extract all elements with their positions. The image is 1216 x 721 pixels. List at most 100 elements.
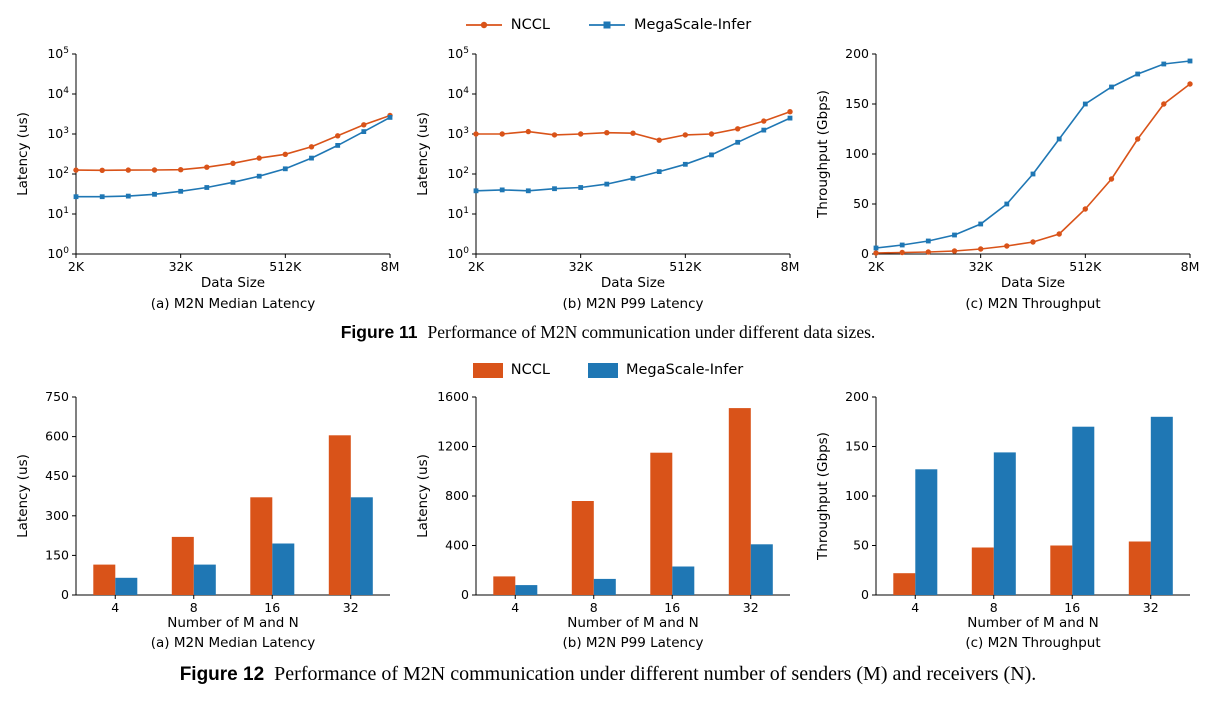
svg-text:750: 750 (45, 389, 69, 404)
svg-text:4: 4 (511, 600, 519, 615)
svg-text:Latency (us): Latency (us) (415, 112, 431, 196)
svg-text:150: 150 (845, 96, 869, 111)
nccl-line-circle-marker-icon (465, 21, 502, 29)
svg-text:50: 50 (853, 538, 869, 553)
svg-text:32K: 32K (969, 259, 994, 274)
svg-text:1200: 1200 (437, 439, 469, 454)
svg-text:8: 8 (190, 600, 198, 615)
legend-item-megascale: MegaScale-Infer (588, 17, 751, 33)
svg-text:450: 450 (45, 468, 69, 483)
chart-f11-p99-latency-plot: 100 101 102 103 104 105 2K 32K 512K 8M Data Size La… (412, 42, 804, 298)
svg-text:8: 8 (590, 600, 598, 615)
svg-text:101: 101 (47, 206, 69, 221)
figure-12: NCCL MegaScale-Infer 0 150 300 450 600 750 4 8 1… (8, 357, 1208, 686)
chart-f11-median-latency: 100 101 102 103 104 105 2K 32K 512K 8M Data Size La… (8, 42, 408, 312)
figure-11-caption: Figure 11 Performance of M2N communicatio… (8, 322, 1208, 343)
svg-text:100: 100 (845, 146, 869, 161)
svg-text:600: 600 (45, 429, 69, 444)
legend-item-nccl-bars: NCCL (472, 362, 550, 378)
svg-text:105: 105 (47, 46, 69, 61)
svg-text:200: 200 (845, 46, 869, 61)
subcaption-f11a: (a) M2N Median Latency (150, 296, 316, 312)
chart-f12-median-latency-plot: 0 150 300 450 600 750 4 8 16 32 Number of M and N L… (12, 387, 404, 637)
svg-text:32: 32 (743, 600, 759, 615)
chart-f11-median-latency-plot: 100 101 102 103 104 105 2K 32K 512K 8M Data Size La… (12, 42, 404, 298)
svg-text:0: 0 (861, 587, 869, 602)
svg-text:2K: 2K (868, 259, 885, 274)
svg-text:2K: 2K (68, 259, 85, 274)
figure-11-caption-text: Performance of M2N communication under d… (427, 322, 876, 342)
svg-text:Data Size: Data Size (201, 275, 265, 291)
svg-text:Latency (us): Latency (us) (15, 112, 31, 196)
svg-text:16: 16 (264, 600, 280, 615)
svg-text:Throughput (Gbps): Throughput (Gbps) (815, 90, 831, 219)
svg-text:300: 300 (45, 508, 69, 523)
svg-text:1600: 1600 (437, 389, 469, 404)
svg-text:104: 104 (47, 86, 69, 101)
megascale-line-square-marker-icon (588, 21, 625, 29)
chart-f11-throughput-plot: 0 50 100 150 200 2K 32K 512K 8M Data Size Throughp… (812, 42, 1204, 298)
svg-text:102: 102 (47, 166, 69, 181)
chart-f11-p99-latency: 100 101 102 103 104 105 2K 32K 512K 8M Data Size La… (408, 42, 808, 312)
svg-text:4: 4 (111, 600, 119, 615)
svg-text:512K: 512K (1069, 259, 1102, 274)
subcaption-f11c: (c) M2N Throughput (965, 296, 1101, 312)
page: NCCL MegaScale-Infer 100 101 102 103 104 105 2… (8, 12, 1208, 686)
legend-label-megascale: MegaScale-Infer (633, 17, 752, 33)
svg-text:105: 105 (447, 46, 469, 61)
svg-text:Number of M and N: Number of M and N (167, 615, 299, 631)
svg-text:8M: 8M (1181, 259, 1200, 274)
svg-text:Latency (us): Latency (us) (15, 454, 31, 538)
svg-text:800: 800 (445, 488, 469, 503)
svg-text:16: 16 (664, 600, 680, 615)
svg-text:512K: 512K (269, 259, 302, 274)
svg-text:16: 16 (1064, 600, 1080, 615)
svg-text:32K: 32K (569, 259, 594, 274)
subcaption-f12c: (c) M2N Throughput (965, 635, 1101, 651)
svg-text:4: 4 (911, 600, 919, 615)
svg-text:8M: 8M (381, 259, 400, 274)
chart-f12-median-latency: 0 150 300 450 600 750 4 8 16 32 Number of M and N L… (8, 387, 408, 651)
legend-label-megascale-bars: MegaScale-Infer (625, 362, 744, 378)
svg-text:Number of M and N: Number of M and N (567, 615, 699, 631)
svg-text:104: 104 (447, 86, 469, 101)
figure-11: NCCL MegaScale-Infer 100 101 102 103 104 105 2… (8, 12, 1208, 343)
chart-f12-p99-latency: 0 400 800 1200 1600 4 8 16 32 Number of M and N La… (408, 387, 808, 651)
svg-text:100: 100 (447, 246, 469, 261)
svg-text:150: 150 (845, 439, 869, 454)
svg-text:Data Size: Data Size (601, 275, 665, 291)
figure-11-label: Figure 11 (340, 322, 418, 342)
figure-12-label: Figure 12 (179, 664, 265, 685)
svg-text:Number of M and N: Number of M and N (967, 615, 1099, 631)
svg-text:102: 102 (447, 166, 469, 181)
subcaption-f11b: (b) M2N P99 Latency (562, 296, 704, 312)
figure-12-legend: NCCL MegaScale-Infer (8, 357, 1208, 383)
svg-text:150: 150 (45, 547, 69, 562)
svg-text:32: 32 (343, 600, 359, 615)
svg-text:100: 100 (47, 246, 69, 261)
svg-text:Data Size: Data Size (1001, 275, 1065, 291)
svg-text:103: 103 (47, 126, 69, 141)
svg-text:2K: 2K (468, 259, 485, 274)
legend-item-megascale-bars: MegaScale-Infer (587, 362, 744, 378)
svg-text:Throughput (Gbps): Throughput (Gbps) (815, 432, 831, 561)
legend-label-nccl: NCCL (510, 17, 550, 33)
svg-text:400: 400 (445, 538, 469, 553)
svg-text:103: 103 (447, 126, 469, 141)
figure-11-legend: NCCL MegaScale-Infer (8, 12, 1208, 38)
subcaption-f12b: (b) M2N P99 Latency (562, 635, 704, 651)
svg-text:100: 100 (845, 488, 869, 503)
figure-11-charts: 100 101 102 103 104 105 2K 32K 512K 8M Data Size La… (8, 42, 1208, 312)
svg-text:512K: 512K (669, 259, 702, 274)
chart-f12-throughput: 0 50 100 150 200 4 8 16 32 Number of M and N Throu… (808, 387, 1208, 651)
svg-text:Latency (us): Latency (us) (415, 454, 431, 538)
figure-12-caption: Figure 12 Performance of M2N communicatio… (8, 663, 1208, 686)
chart-f12-p99-latency-plot: 0 400 800 1200 1600 4 8 16 32 Number of M and N La… (412, 387, 804, 637)
svg-text:200: 200 (845, 389, 869, 404)
svg-text:8: 8 (990, 600, 998, 615)
svg-text:0: 0 (61, 587, 69, 602)
svg-text:0: 0 (461, 587, 469, 602)
legend-item-nccl: NCCL (465, 17, 550, 33)
svg-text:50: 50 (853, 196, 869, 211)
